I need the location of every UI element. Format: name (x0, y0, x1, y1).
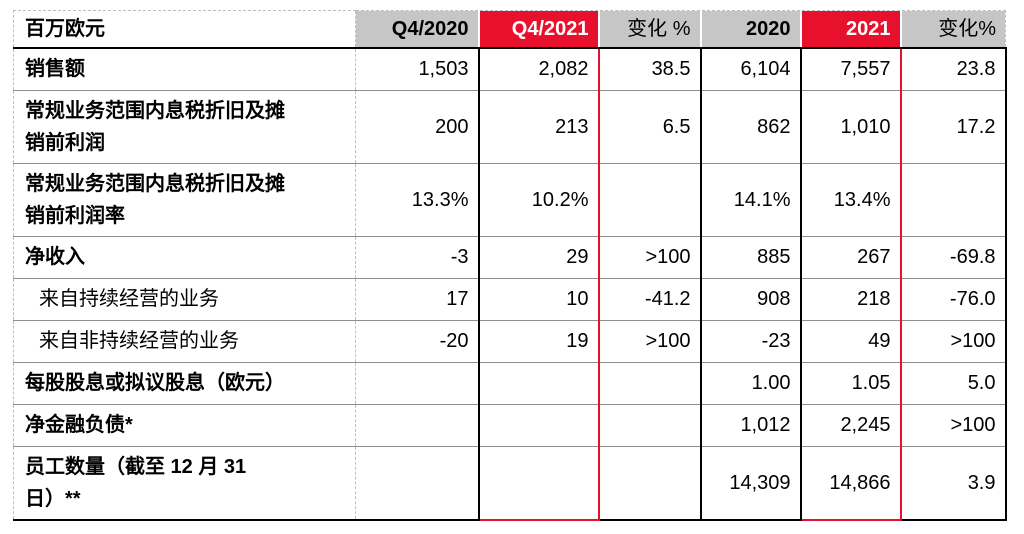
table-row: 常规业务范围内息税折旧及摊 销前利润率 13.3% 10.2% 14.1% 13.4% (13, 162, 1007, 236)
header-metric-label: 百万欧元 (13, 10, 356, 49)
value-cell-change-quarter: 6.5 (598, 89, 701, 163)
value-cell-change-quarter (598, 162, 701, 236)
header-q4-2020: Q4/2020 (355, 10, 479, 49)
value-cell-q4-2021: 10.2% (477, 162, 600, 236)
table-row: 每股股息或拟议股息（欧元） 1.00 1.05 5.0 (13, 361, 1007, 404)
value-cell-change-year: >100 (900, 319, 1007, 362)
value-cell-q4-2021 (477, 361, 600, 404)
metric-label: 净收入 (13, 235, 356, 278)
value-cell-change-quarter (598, 361, 701, 404)
table-body: 销售额 1,503 2,082 38.5 6,104 7,557 23.8 常规业务范围内息税… (13, 47, 1007, 521)
metric-label: 常规业务范围内息税折旧及摊 销前利润 (13, 89, 356, 163)
value-cell-fy-2020: 6,104 (699, 47, 801, 90)
value-cell-fy-2021: 13.4% (799, 162, 902, 236)
header-change-quarter: 变化 % (598, 10, 701, 49)
table-row: 来自持续经营的业务 17 10 -41.2 908 218 -76.0 (13, 277, 1007, 320)
value-cell-change-year: -76.0 (900, 277, 1007, 320)
value-cell-fy-2021: 2,245 (799, 403, 902, 446)
table-row: 常规业务范围内息税折旧及摊 销前利润 200 213 6.5 862 1,010 17.2 (13, 89, 1007, 163)
value-cell-fy-2020: 908 (699, 277, 801, 320)
value-cell-q4-2020: 200 (355, 89, 479, 163)
value-cell-fy-2021: 49 (799, 319, 902, 362)
value-cell-q4-2020: 13.3% (355, 162, 479, 236)
value-cell-change-year: 23.8 (900, 47, 1007, 90)
table-row: 员工数量（截至 12 月 31 日）** 14,309 14,866 3.9 (13, 445, 1007, 521)
value-cell-fy-2021: 1,010 (799, 89, 902, 163)
value-cell-change-year (900, 162, 1007, 236)
financial-summary-table: 百万欧元 Q4/2020 Q4/2021 变化 % 2020 2021 变化% … (13, 10, 1007, 521)
value-cell-fy-2020: 14,309 (699, 445, 801, 521)
value-cell-change-quarter (598, 403, 701, 446)
value-cell-q4-2021: 2,082 (477, 47, 600, 90)
value-cell-q4-2021: 19 (477, 319, 600, 362)
table-header: 百万欧元 Q4/2020 Q4/2021 变化 % 2020 2021 变化% (13, 10, 1006, 49)
value-cell-change-quarter: >100 (598, 235, 701, 278)
metric-label: 销售额 (13, 47, 356, 90)
value-cell-fy-2021: 1.05 (799, 361, 902, 404)
value-cell-change-year: 3.9 (900, 445, 1007, 521)
value-cell-fy-2020: 1,012 (699, 403, 801, 446)
metric-label: 员工数量（截至 12 月 31 日）** (13, 445, 356, 521)
value-cell-fy-2021: 7,557 (799, 47, 902, 90)
value-cell-q4-2021 (477, 445, 600, 521)
header-fy-2020: 2020 (699, 10, 801, 49)
value-cell-change-quarter (598, 445, 701, 521)
header-fy-2021: 2021 (799, 10, 902, 49)
value-cell-q4-2020: -20 (355, 319, 479, 362)
value-cell-q4-2020: -3 (355, 235, 479, 278)
value-cell-q4-2020 (355, 361, 479, 404)
value-cell-fy-2020: 885 (699, 235, 801, 278)
value-cell-change-quarter: -41.2 (598, 277, 701, 320)
metric-label: 来自非持续经营的业务 (13, 319, 356, 362)
value-cell-change-quarter: >100 (598, 319, 701, 362)
value-cell-fy-2020: 1.00 (699, 361, 801, 404)
value-cell-fy-2020: 14.1% (699, 162, 801, 236)
value-cell-change-quarter: 38.5 (598, 47, 701, 90)
value-cell-q4-2020 (355, 445, 479, 521)
table-row: 净金融负债* 1,012 2,245 >100 (13, 403, 1007, 446)
value-cell-q4-2021 (477, 403, 600, 446)
value-cell-change-year: 5.0 (900, 361, 1007, 404)
table-row: 销售额 1,503 2,082 38.5 6,104 7,557 23.8 (13, 47, 1007, 90)
value-cell-change-year: >100 (900, 403, 1007, 446)
value-cell-fy-2021: 218 (799, 277, 902, 320)
metric-label: 来自持续经营的业务 (13, 277, 356, 320)
value-cell-fy-2020: -23 (699, 319, 801, 362)
header-change-year: 变化% (900, 10, 1006, 49)
value-cell-q4-2021: 29 (477, 235, 600, 278)
value-cell-fy-2021: 14,866 (799, 445, 902, 521)
value-cell-q4-2020: 1,503 (355, 47, 479, 90)
header-q4-2021: Q4/2021 (477, 10, 600, 49)
metric-label: 每股股息或拟议股息（欧元） (13, 361, 356, 404)
value-cell-change-year: -69.8 (900, 235, 1007, 278)
table-row: 净收入 -3 29 >100 885 267 -69.8 (13, 235, 1007, 278)
value-cell-q4-2021: 10 (477, 277, 600, 320)
value-cell-q4-2020 (355, 403, 479, 446)
value-cell-change-year: 17.2 (900, 89, 1007, 163)
value-cell-fy-2020: 862 (699, 89, 801, 163)
table-row: 来自非持续经营的业务 -20 19 >100 -23 49 >100 (13, 319, 1007, 362)
value-cell-q4-2020: 17 (355, 277, 479, 320)
value-cell-q4-2021: 213 (477, 89, 600, 163)
metric-label: 净金融负债* (13, 403, 356, 446)
metric-label: 常规业务范围内息税折旧及摊 销前利润率 (13, 162, 356, 236)
header-row: 百万欧元 Q4/2020 Q4/2021 变化 % 2020 2021 变化% (13, 10, 1006, 49)
value-cell-fy-2021: 267 (799, 235, 902, 278)
